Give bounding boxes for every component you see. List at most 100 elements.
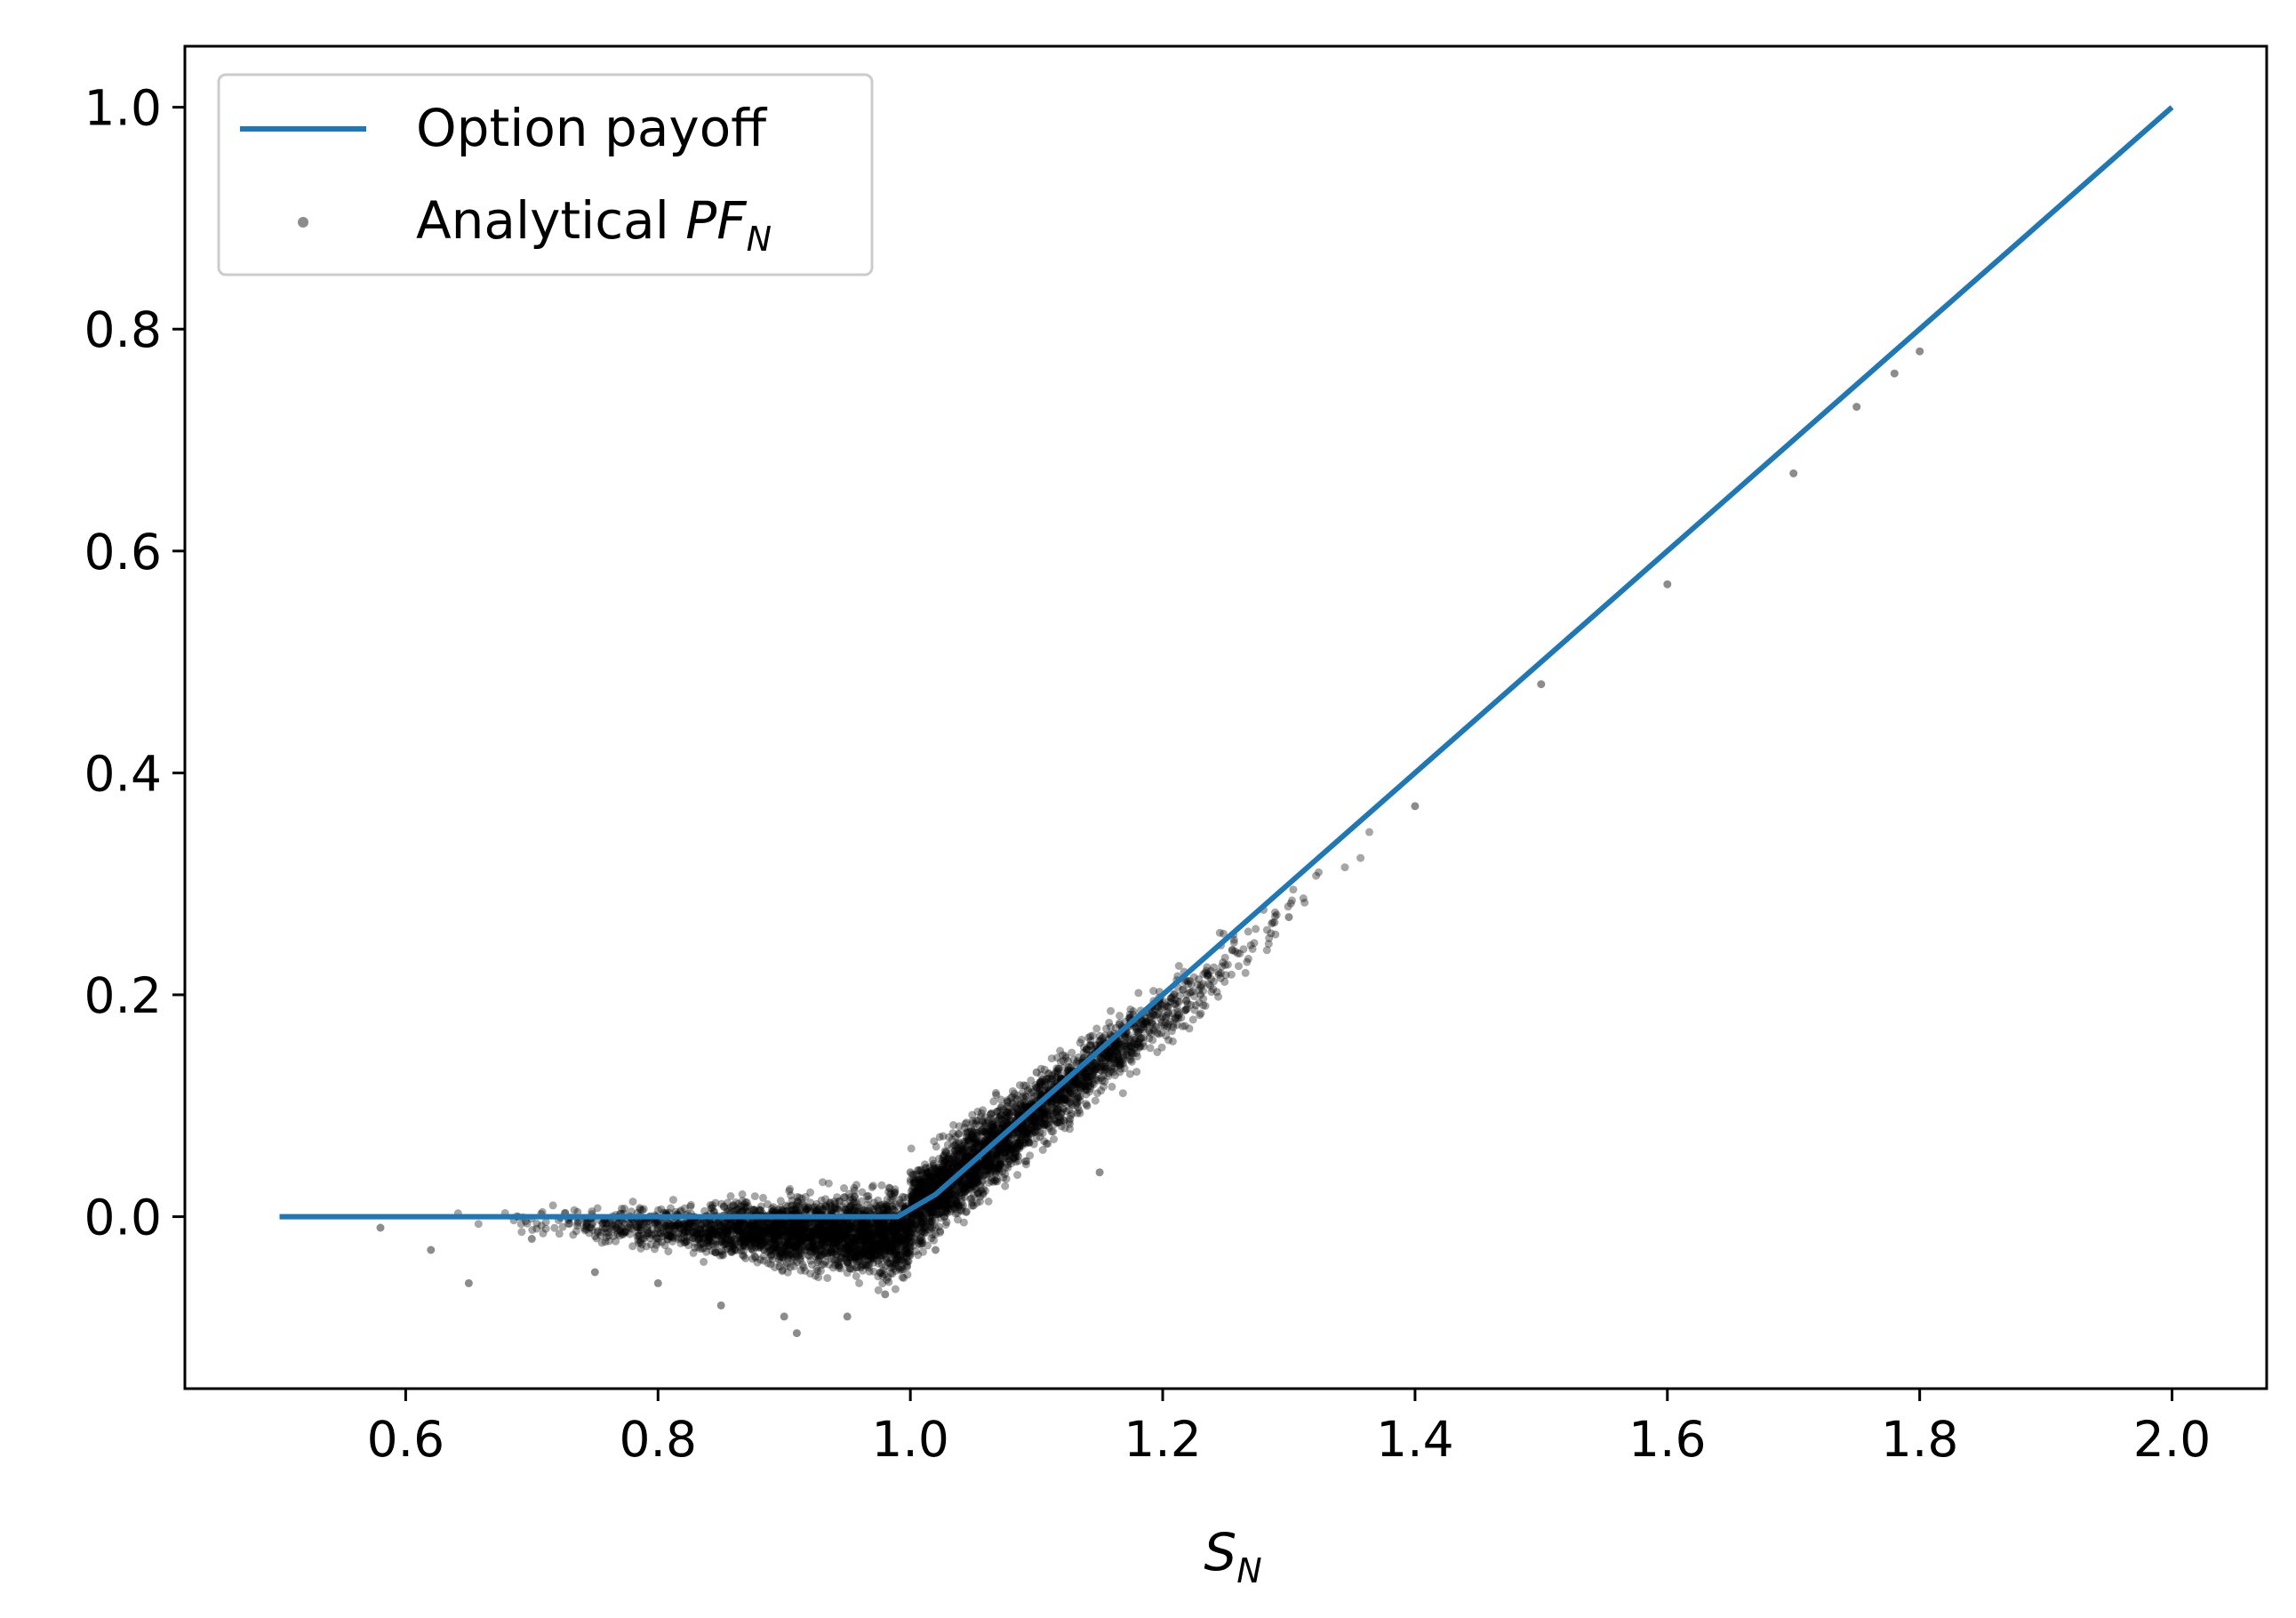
scatter-point [769, 1221, 778, 1230]
scatter-point [1299, 894, 1308, 902]
scatter-point [1044, 1124, 1053, 1133]
scatter-point [972, 1173, 980, 1181]
scatter-point [650, 1230, 659, 1238]
scatter-point [827, 1198, 836, 1207]
scatter-point [918, 1184, 927, 1193]
scatter-point [835, 1247, 843, 1255]
scatter-point [1068, 1062, 1076, 1071]
scatter-point [966, 1143, 975, 1152]
scatter-point [800, 1232, 809, 1241]
scatter-point [1312, 871, 1321, 880]
scatter-point [1038, 1129, 1047, 1138]
scatter-point [777, 1218, 786, 1227]
scatter-point [891, 1188, 900, 1197]
scatter-point [1244, 955, 1252, 963]
scatter-point [988, 1120, 997, 1129]
scatter-point [825, 1200, 834, 1209]
scatter-point [861, 1225, 870, 1234]
scatter-point [855, 1278, 864, 1287]
scatter-point [843, 1253, 852, 1262]
scatter-point [919, 1219, 928, 1228]
scatter-point [820, 1222, 828, 1231]
scatter-point [981, 1136, 990, 1145]
scatter-point [1074, 1093, 1083, 1101]
scatter-point [931, 1223, 940, 1232]
scatter-point [737, 1236, 746, 1245]
scatter-point [1172, 1004, 1181, 1013]
scatter-point [910, 1223, 919, 1232]
scatter-point [828, 1226, 837, 1235]
scatter-point [1074, 1079, 1083, 1088]
scatter-point [745, 1234, 753, 1243]
scatter-point [694, 1218, 703, 1227]
scatter-point [838, 1224, 847, 1233]
scatter-point [932, 1197, 941, 1205]
scatter-point [1167, 1027, 1176, 1036]
scatter-point [720, 1239, 729, 1248]
scatter-point [771, 1222, 780, 1231]
scatter-point [764, 1200, 772, 1208]
scatter-point [988, 1123, 996, 1132]
scatter-point [951, 1156, 960, 1165]
scatter-point [764, 1247, 772, 1256]
scatter-point [985, 1127, 994, 1135]
scatter-point [1008, 1145, 1017, 1154]
scatter-point [1019, 1121, 1027, 1130]
scatter-point [993, 1150, 1002, 1159]
scatter-point [946, 1155, 955, 1164]
scatter-point [1113, 1047, 1122, 1056]
scatter-point [1076, 1077, 1084, 1085]
scatter-point [888, 1233, 897, 1242]
scatter-point [608, 1222, 617, 1230]
scatter-point [871, 1250, 880, 1259]
scatter-point [1150, 1026, 1158, 1035]
scatter-point [816, 1241, 825, 1250]
scatter-point [1021, 1125, 1030, 1133]
scatter-point [864, 1238, 873, 1247]
scatter-point [1106, 1048, 1115, 1057]
scatter-point [757, 1225, 766, 1233]
scatter-point [785, 1218, 794, 1226]
scatter-point [850, 1186, 859, 1195]
scatter-point [892, 1202, 900, 1211]
scatter-point [739, 1233, 748, 1242]
scatter-point [749, 1220, 758, 1229]
scatter-point [780, 1238, 788, 1246]
scatter-point [667, 1204, 675, 1213]
scatter-point [847, 1238, 856, 1247]
scatter-point [836, 1242, 844, 1251]
scatter-point [856, 1236, 865, 1245]
scatter-point [1047, 1100, 1056, 1109]
scatter-point [830, 1197, 839, 1205]
scatter-point [723, 1222, 732, 1231]
scatter-point [1008, 1145, 1017, 1154]
scatter-point [711, 1230, 720, 1239]
scatter-point [751, 1233, 760, 1242]
scatter-point [846, 1240, 855, 1249]
scatter-point [1135, 1035, 1144, 1044]
scatter-point [832, 1219, 841, 1228]
scatter-point [921, 1173, 930, 1182]
scatter-point [820, 1235, 828, 1244]
scatter-point [851, 1240, 860, 1249]
scatter-point [651, 1219, 660, 1228]
scatter-point [992, 1123, 1001, 1132]
scatter-point [707, 1204, 716, 1213]
scatter-point [1100, 1062, 1109, 1071]
scatter-point [1066, 1080, 1075, 1089]
scatter-point [968, 1177, 977, 1186]
scatter-point [907, 1229, 916, 1238]
scatter-point [748, 1223, 756, 1232]
scatter-point [930, 1198, 938, 1207]
scatter-point [1126, 1047, 1134, 1056]
scatter-point [971, 1165, 980, 1173]
scatter-point [1092, 1074, 1100, 1082]
scatter-point [758, 1236, 767, 1245]
scatter-point [866, 1238, 875, 1246]
scatter-point [877, 1238, 886, 1246]
scatter-point [821, 1202, 830, 1211]
scatter-point [860, 1250, 869, 1259]
scatter-point [754, 1218, 763, 1227]
scatter-point [950, 1190, 959, 1199]
scatter-point [758, 1229, 767, 1238]
